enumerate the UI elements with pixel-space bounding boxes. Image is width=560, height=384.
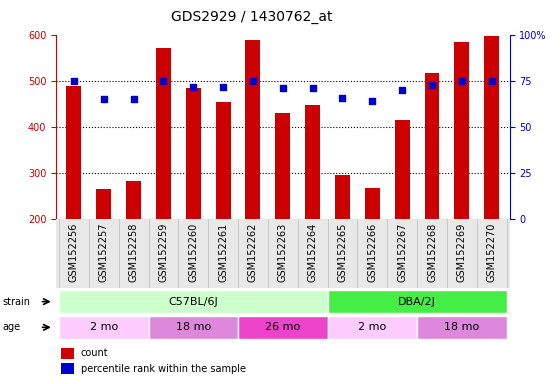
Text: GSM152265: GSM152265 bbox=[338, 223, 348, 282]
Bar bbox=[96, 189, 111, 219]
Text: count: count bbox=[81, 348, 109, 358]
Bar bbox=[60, 348, 74, 359]
Point bbox=[308, 85, 317, 91]
Bar bbox=[305, 105, 320, 219]
Point bbox=[69, 78, 78, 84]
Bar bbox=[59, 316, 148, 339]
Point bbox=[368, 98, 377, 104]
Bar bbox=[328, 290, 507, 313]
Text: GSM152268: GSM152268 bbox=[427, 223, 437, 282]
Point bbox=[159, 78, 168, 84]
Text: 18 mo: 18 mo bbox=[176, 322, 211, 333]
Text: GSM152262: GSM152262 bbox=[248, 223, 258, 282]
Bar bbox=[67, 86, 81, 219]
Text: 18 mo: 18 mo bbox=[444, 322, 479, 333]
Point bbox=[398, 87, 407, 93]
Text: GSM152269: GSM152269 bbox=[457, 223, 467, 282]
Point bbox=[218, 83, 227, 89]
Bar bbox=[365, 188, 380, 219]
Text: GSM152260: GSM152260 bbox=[188, 223, 198, 282]
Text: GSM152257: GSM152257 bbox=[99, 223, 109, 282]
Bar bbox=[454, 42, 469, 219]
Text: 26 mo: 26 mo bbox=[265, 322, 300, 333]
Bar bbox=[59, 290, 328, 313]
Bar bbox=[156, 48, 171, 219]
Bar bbox=[56, 219, 510, 288]
Text: strain: strain bbox=[3, 296, 31, 307]
Bar bbox=[216, 102, 231, 219]
Bar bbox=[186, 88, 200, 219]
Text: GSM152259: GSM152259 bbox=[158, 223, 169, 282]
Bar bbox=[484, 36, 499, 219]
Point bbox=[427, 82, 436, 88]
Bar bbox=[126, 182, 141, 219]
Bar bbox=[335, 175, 350, 219]
Text: GSM152258: GSM152258 bbox=[129, 223, 138, 282]
Text: GSM152267: GSM152267 bbox=[397, 223, 407, 282]
Point bbox=[278, 85, 287, 91]
Point bbox=[487, 78, 496, 84]
Point bbox=[129, 96, 138, 103]
Text: 2 mo: 2 mo bbox=[358, 322, 386, 333]
Text: GSM152263: GSM152263 bbox=[278, 223, 288, 282]
Point bbox=[99, 96, 108, 103]
Text: DBA/2J: DBA/2J bbox=[398, 296, 436, 307]
Bar bbox=[148, 316, 238, 339]
Text: GSM152270: GSM152270 bbox=[487, 223, 497, 282]
Point bbox=[458, 78, 466, 84]
Text: C57BL/6J: C57BL/6J bbox=[169, 296, 218, 307]
Bar bbox=[276, 113, 290, 219]
Bar bbox=[395, 120, 409, 219]
Text: GSM152256: GSM152256 bbox=[69, 223, 79, 282]
Text: percentile rank within the sample: percentile rank within the sample bbox=[81, 364, 246, 374]
Bar bbox=[424, 73, 440, 219]
Text: GSM152266: GSM152266 bbox=[367, 223, 377, 282]
Point bbox=[338, 94, 347, 101]
Bar bbox=[238, 316, 328, 339]
Text: GDS2929 / 1430762_at: GDS2929 / 1430762_at bbox=[171, 10, 333, 23]
Point bbox=[189, 83, 198, 89]
Text: age: age bbox=[3, 322, 21, 333]
Text: GSM152261: GSM152261 bbox=[218, 223, 228, 282]
Bar bbox=[328, 316, 417, 339]
Bar bbox=[245, 40, 260, 219]
Bar bbox=[60, 363, 74, 374]
Bar bbox=[417, 316, 507, 339]
Text: 2 mo: 2 mo bbox=[90, 322, 118, 333]
Point bbox=[249, 78, 258, 84]
Text: GSM152264: GSM152264 bbox=[307, 223, 318, 282]
